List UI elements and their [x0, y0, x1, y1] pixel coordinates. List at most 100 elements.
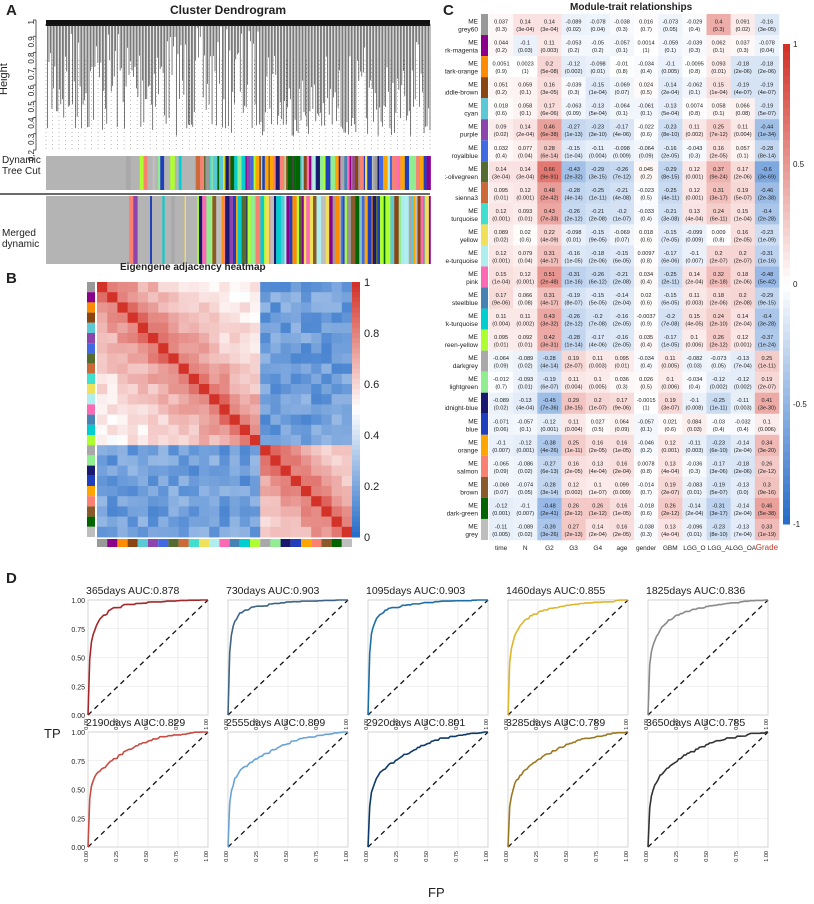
module-trait-cell: [537, 392, 562, 415]
module-trait-cell: [634, 497, 659, 520]
heatmap-b-cell: [250, 496, 261, 507]
module-trait-cell: [513, 518, 538, 541]
heatmap-b-cell: [117, 404, 128, 415]
module-trait-corr: 0.14: [496, 167, 507, 173]
heatmap-b-cell: [290, 343, 302, 354]
heatmap-b-cell: [209, 414, 220, 426]
heatmap-b-cell: [229, 394, 241, 405]
module-trait-cell: [585, 392, 611, 415]
module-trait-corr: -0.23: [712, 524, 725, 530]
module-trait-pvalue: (1e-11): [565, 448, 583, 454]
heatmap-b-cell: [321, 465, 332, 477]
module-trait-legend-swatch: [783, 500, 790, 509]
module-trait-pvalue: (3e-30): [758, 406, 776, 412]
module-trait-corr: -0.29: [591, 167, 604, 173]
heatmap-b-cell: [168, 394, 179, 405]
module-trait-corr: -0.2: [593, 314, 603, 320]
heatmap-b-cell: [97, 373, 108, 385]
heatmap-b-cell: [290, 424, 302, 436]
module-trait-cell: [730, 476, 756, 499]
module-trait-legend-swatch: [783, 364, 790, 373]
module-trait-pvalue: (3e-05): [758, 27, 776, 33]
heatmap-b-cell: [158, 414, 169, 426]
module-trait-cell: [754, 287, 780, 309]
heatmap-b-cell: [199, 424, 210, 436]
track-color-segment: [178, 156, 182, 190]
module-trait-corr: 0.25: [761, 356, 772, 362]
heatmap-b-legend-swatch: [352, 501, 360, 507]
module-trait-corr: 0.26: [568, 503, 579, 509]
module-trait-cell: [682, 497, 707, 520]
module-trait-corr: -0.039: [686, 41, 702, 47]
module-trait-cell: [585, 140, 611, 162]
heatmap-b-cell: [117, 282, 128, 293]
module-color-swatch: [481, 350, 488, 372]
module-trait-corr: -0.23: [591, 125, 604, 131]
heatmap-b-cell: [117, 424, 128, 436]
heatmap-b-cell: [321, 424, 332, 436]
track-color-segment: [302, 156, 304, 190]
module-trait-cell: [513, 182, 538, 204]
roc-ylabel: TP: [44, 726, 61, 741]
module-trait-corr: 0.045: [639, 167, 653, 173]
heatmap-b-cell: [148, 424, 159, 436]
module-trait-pvalue: (2e-08): [613, 280, 631, 286]
track-color-segment: [344, 196, 347, 264]
module-trait-pvalue: (4e-07): [758, 90, 776, 96]
heatmap-b-legend-swatch: [352, 389, 360, 395]
module-trait-pvalue: (3e-32): [540, 322, 558, 328]
module-trait-pvalue: (0.6): [640, 237, 652, 243]
heatmap-b-cell: [127, 424, 139, 436]
module-trait-pvalue: (7e-12): [613, 174, 631, 180]
heatmap-b-cell: [260, 475, 271, 487]
module-trait-pvalue: (4e-14): [540, 364, 558, 370]
track-color-segment: [255, 156, 260, 190]
heatmap-b-cell: [239, 404, 251, 415]
module-trait-corr: 0.17: [737, 167, 748, 173]
heatmap-b-cell: [199, 373, 210, 385]
heatmap-b-cell: [219, 353, 230, 364]
module-trait-cell: [561, 245, 586, 267]
module-trait-pvalue: (4e-06): [613, 132, 631, 138]
module-trait-legend-swatch: [783, 236, 790, 245]
track-color-segment: [423, 196, 425, 264]
heatmap-b-col-color: [301, 539, 312, 547]
module-trait-pvalue: (3e-15): [589, 174, 607, 180]
heatmap-b-cell: [280, 322, 292, 334]
track-color-segment: [204, 156, 206, 190]
module-trait-corr: -0.12: [712, 377, 725, 383]
module-trait-pvalue: (2e-07): [661, 490, 679, 496]
module-trait-legend-label: -1: [793, 520, 801, 529]
module-trait-cell: [682, 161, 707, 183]
module-trait-pvalue: (0.3): [495, 27, 507, 33]
heatmap-b-cell: [311, 292, 322, 303]
heatmap-b-cell: [97, 486, 108, 497]
heatmap-b-legend-swatch: [352, 475, 360, 482]
track-color-segment: [225, 156, 229, 190]
heatmap-b-cell: [301, 526, 312, 538]
heatmap-b-cell: [127, 445, 139, 456]
trait-label: age: [616, 545, 627, 552]
module-trait-legend-swatch: [783, 348, 790, 357]
heatmap-b-cell: [148, 506, 159, 517]
heatmap-b-cell: [311, 343, 322, 354]
module-trait-cell: [682, 77, 707, 99]
heatmap-b-cell: [250, 394, 261, 405]
heatmap-b-cell: [178, 394, 190, 405]
heatmap-b-cell: [229, 475, 241, 487]
module-trait-cell: [489, 56, 514, 78]
module-trait-corr: 0.15: [737, 209, 748, 215]
module-trait-corr: -0.19: [567, 293, 580, 299]
heatmap-b-cell: [260, 486, 271, 497]
heatmap-b-cell: [127, 292, 139, 303]
module-trait-pvalue: (2e-05): [734, 237, 752, 243]
module-trait-pvalue: (4e-04): [661, 532, 679, 538]
heatmap-b-row-color: [87, 465, 95, 476]
module-trait-corr: 0.018: [494, 104, 508, 110]
module-trait-legend-swatch: [783, 308, 790, 317]
heatmap-b-cell: [199, 506, 210, 517]
heatmap-b-cell: [107, 475, 118, 487]
heatmap-b-legend-swatch: [352, 297, 360, 303]
module-trait-corr: 0.066: [736, 104, 750, 110]
module-trait-corr: 0.18: [737, 272, 748, 278]
